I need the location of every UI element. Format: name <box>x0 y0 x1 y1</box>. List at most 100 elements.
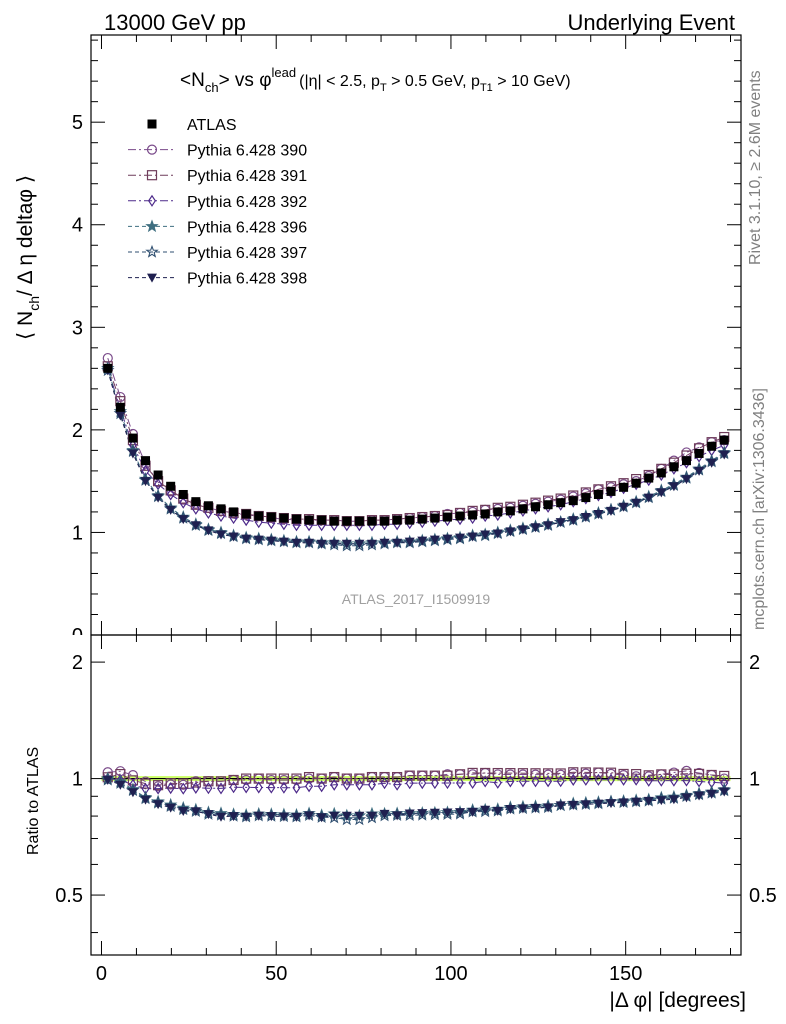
ratio-point-p392 <box>669 774 678 787</box>
ratio-point-p391 <box>631 768 642 780</box>
point-atlas <box>241 509 251 519</box>
ratio-point-p392 <box>443 776 452 790</box>
ratio-point-p392 <box>493 776 502 789</box>
ratio-y-tick-label-right: 0.5 <box>749 885 777 907</box>
title-cut-sub1: T <box>380 82 387 94</box>
y-tick-label: 5 <box>72 112 83 134</box>
ratio-point-p392 <box>456 776 465 790</box>
point-atlas <box>329 516 339 526</box>
point-atlas <box>442 512 452 522</box>
point-atlas <box>430 513 440 523</box>
ratio-point-p398 <box>643 796 654 806</box>
ratio-point-p398 <box>190 807 201 817</box>
ratio-line-p397 <box>107 779 725 820</box>
point-p398 <box>442 534 453 544</box>
point-atlas <box>694 448 704 458</box>
point-p398 <box>115 411 126 421</box>
ratio-point-p391 <box>178 778 189 789</box>
ratio-point-p391 <box>190 777 201 788</box>
point-atlas <box>581 493 591 503</box>
ratio-point-p391 <box>568 767 579 778</box>
ratio-point-p391 <box>643 770 654 781</box>
rivet-version-label: Rivet 3.1.10, ≥ 2.6M events <box>747 70 764 265</box>
point-p398 <box>379 538 390 548</box>
ratio-point-p392 <box>342 778 351 791</box>
y-tick-label-zero-wrap: 0 <box>72 625 83 635</box>
ratio-point-p398 <box>216 812 226 822</box>
ratio-point-p398 <box>127 788 138 798</box>
ratio-y-tick-label-right: 1 <box>749 769 760 791</box>
y-tick-label: 1 <box>72 522 83 544</box>
legend-marker-p397 <box>145 244 159 258</box>
point-p398 <box>580 513 591 523</box>
ylabel-main: ⟨ N <box>14 311 37 340</box>
point-atlas <box>115 402 125 412</box>
point-p398 <box>467 532 478 542</box>
header-left: 13000 GeV pp <box>104 10 246 35</box>
point-p398 <box>530 523 541 533</box>
y-tick-label: 3 <box>72 317 83 339</box>
ratio-point-p392 <box>518 775 527 788</box>
ratio-point-p398 <box>241 812 252 822</box>
point-atlas <box>468 510 478 520</box>
ratio-point-p392 <box>367 778 376 791</box>
point-atlas <box>254 511 264 521</box>
ratio-point-p398 <box>329 811 340 821</box>
legend-label-p392: Pythia 6.428 392 <box>187 194 307 211</box>
x-tick-label: 50 <box>265 963 287 985</box>
ratio-point-p391 <box>379 771 390 783</box>
ratio-point-p398 <box>568 800 579 810</box>
header-right: Underlying Event <box>567 10 735 35</box>
point-atlas <box>531 502 541 512</box>
ratio-point-p392 <box>418 777 427 790</box>
ratio-point-p398 <box>593 799 604 809</box>
point-p398 <box>429 535 440 545</box>
ratio-line-p390 <box>107 770 725 787</box>
ratio-point-p392 <box>330 778 339 791</box>
point-p398 <box>392 538 403 548</box>
ratio-point-p398 <box>115 780 126 790</box>
point-p398 <box>228 532 239 542</box>
point-atlas <box>392 515 402 525</box>
point-p398 <box>618 502 629 512</box>
point-atlas <box>669 462 679 472</box>
point-p398 <box>253 535 264 545</box>
ratio-point-p398 <box>392 811 403 821</box>
ratio-point-p392 <box>430 776 439 790</box>
point-p392 <box>204 506 213 520</box>
point-atlas <box>203 501 213 511</box>
ratio-point-p398 <box>530 803 541 813</box>
point-atlas <box>593 489 603 499</box>
analysis-label: ATLAS_2017_I1509919 <box>342 591 491 607</box>
ratio-y-tick-label-right: 2 <box>749 652 760 674</box>
ratio-point-p398 <box>492 806 503 816</box>
ratio-point-p391 <box>530 768 541 779</box>
series-line-p397 <box>107 370 725 547</box>
point-atlas <box>191 497 201 507</box>
ratio-point-p398 <box>580 800 591 810</box>
point-p398 <box>165 505 176 515</box>
ratio-point-p398 <box>379 809 390 819</box>
ratio-point-p391 <box>555 768 566 779</box>
point-atlas <box>354 516 364 526</box>
ratio-point-p398 <box>316 813 327 823</box>
ratio-point-p398 <box>266 812 277 822</box>
ratio-point-p391 <box>316 773 327 784</box>
point-atlas <box>656 468 666 478</box>
title-cut-sub2: T1 <box>480 82 493 94</box>
title-cuts2: > 0.5 GeV, p <box>387 73 480 90</box>
ratio-y-axis-label: Ratio to ATLAS <box>25 747 42 855</box>
ratio-point-p391 <box>329 771 340 783</box>
legend-marker-p396 <box>145 219 159 233</box>
ratio-point-p392 <box>405 777 414 790</box>
ratio-point-p391 <box>693 768 705 780</box>
ylabel-rest: / Δ η deltaφ ⟩ <box>14 175 37 296</box>
ratio-point-p392 <box>606 773 616 786</box>
point-atlas <box>153 470 163 480</box>
legend-marker-atlas <box>147 119 157 129</box>
ratio-point-p391 <box>366 771 378 783</box>
ratio-point-p392 <box>317 780 326 793</box>
ratio-point-p392 <box>166 782 175 795</box>
ratio-point-p391 <box>140 778 151 789</box>
point-atlas <box>128 433 138 443</box>
